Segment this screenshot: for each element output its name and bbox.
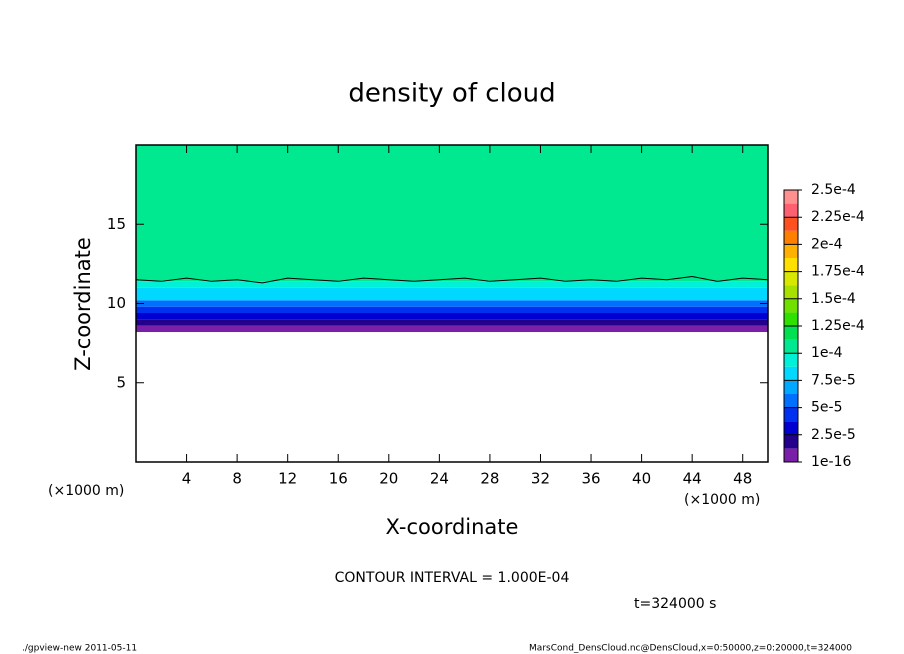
colorbar-swatch (784, 271, 798, 286)
colorbar-swatch (784, 258, 798, 272)
contour-band (136, 293, 768, 301)
colorbar-swatch (784, 394, 798, 408)
x-tick-label: 12 (278, 470, 297, 488)
y-axis-label: Z-coordinate (71, 237, 95, 371)
colorbar-tick-label: 2.5e-4 (811, 182, 856, 198)
colorbar-swatch (784, 448, 798, 462)
x-tick-label: 4 (182, 470, 192, 488)
footer: ./gpview-new 2011-05-11 (22, 644, 137, 654)
contour-band (136, 300, 768, 307)
colorbar-swatch (784, 366, 798, 381)
colorbar-tick-label: 2.25e-4 (811, 209, 865, 225)
x-unit-label: (×1000 m) (684, 492, 760, 508)
colorbar-swatch (784, 407, 798, 422)
time-label: t=324000 s (634, 596, 716, 612)
colorbar-tick-label: 5e-5 (811, 400, 842, 416)
colorbar-swatch (784, 190, 798, 204)
colorbar-swatch (784, 380, 798, 394)
contour-band (136, 281, 768, 288)
x-tick-label: 40 (632, 470, 651, 488)
x-tick-label: 24 (430, 470, 449, 488)
contour-band (136, 319, 768, 326)
x-tick-label: 16 (329, 470, 348, 488)
colorbar-tick-label: 7.5e-5 (811, 372, 856, 388)
colorbar-swatch (784, 285, 798, 299)
x-tick-label: 36 (581, 470, 600, 488)
y-tick-label: 15 (107, 215, 126, 233)
x-tick-label: 28 (480, 470, 499, 488)
colorbar-swatch (784, 421, 798, 435)
colorbar-swatch (784, 230, 798, 245)
x-tick-label: 20 (379, 470, 398, 488)
contour-interval: CONTOUR INTERVAL = 1.000E-04 (335, 570, 570, 586)
colorbar-swatch (784, 339, 798, 354)
x-tick-label: 32 (531, 470, 550, 488)
footer: MarsCond_DensCloud.nc@DensCloud,x=0:5000… (529, 644, 852, 654)
x-unit-label: (×1000 m) (48, 483, 124, 499)
colorbar-swatch (784, 203, 798, 218)
colorbar-tick-label: 1e-4 (811, 345, 843, 361)
x-tick-label: 44 (683, 470, 702, 488)
colorbar-swatch (784, 353, 798, 367)
contour-band (136, 145, 768, 282)
colorbar-tick-label: 1e-16 (811, 454, 851, 470)
y-tick-label: 5 (116, 373, 126, 391)
colorbar-tick-label: 1.75e-4 (811, 264, 865, 280)
colorbar-swatch (784, 217, 798, 231)
contour-line (135, 276, 769, 284)
colorbar-swatch (784, 244, 798, 258)
x-axis-label: X-coordinate (386, 515, 519, 539)
colorbar-tick-label: 1.5e-4 (811, 291, 856, 307)
colorbar-tick-label: 2.5e-5 (811, 427, 856, 443)
colorbar-tick-label: 1.25e-4 (811, 318, 865, 334)
x-tick-label: 8 (232, 470, 242, 488)
y-tick-label: 10 (107, 294, 126, 312)
colorbar-swatch (784, 312, 798, 326)
colorbar-swatch (784, 326, 798, 340)
contour-band (136, 313, 768, 320)
colorbar-swatch (784, 298, 798, 313)
contour-band (136, 287, 768, 294)
chart-title: density of cloud (348, 79, 555, 109)
contour-band (136, 325, 768, 333)
x-tick-label: 48 (733, 470, 752, 488)
colorbar-tick-label: 2e-4 (811, 236, 843, 252)
colorbar-swatch (784, 434, 798, 449)
contour-band (136, 306, 768, 314)
